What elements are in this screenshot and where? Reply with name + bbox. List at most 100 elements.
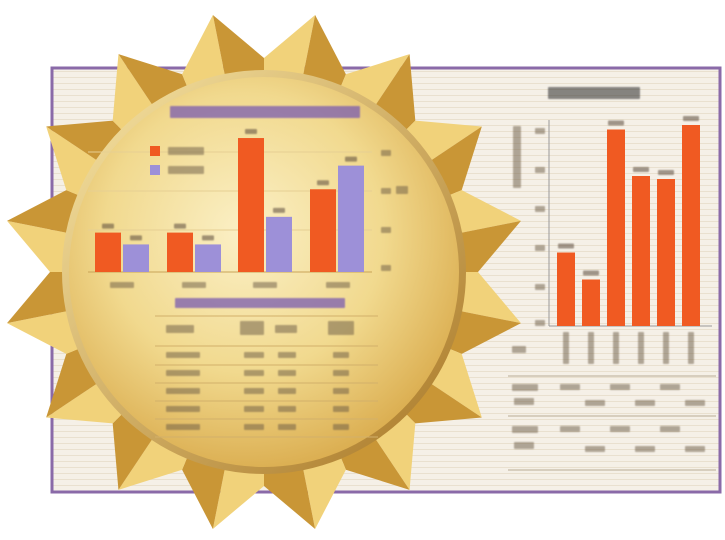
illegible-text (548, 87, 640, 99)
illegible-text (512, 346, 526, 353)
right-bar-2 (582, 279, 600, 326)
illegible-text (244, 352, 264, 358)
illegible-text (610, 384, 630, 390)
illegible-text (381, 265, 391, 271)
illegible-text (560, 384, 580, 390)
illegible-text (512, 384, 538, 391)
illegible-text (663, 332, 669, 364)
illegible-text (253, 282, 277, 288)
illegible-text (563, 332, 569, 364)
illegible-text (273, 207, 285, 213)
illegible-text (588, 332, 594, 364)
bar-orange-3 (238, 138, 264, 272)
illegible-text (275, 325, 297, 333)
illegible-text (396, 186, 408, 194)
illegible-text (535, 320, 545, 326)
illegible-text (328, 321, 354, 335)
illegible-text (685, 446, 705, 452)
legend-swatch-orange (150, 146, 160, 156)
left-chart (88, 138, 372, 273)
illegible-text (166, 424, 200, 430)
illegible-text (535, 128, 545, 134)
right-table-rules (508, 375, 716, 471)
illegible-text (333, 388, 349, 394)
illegible-text (660, 384, 680, 390)
illegible-text (638, 332, 644, 364)
illegible-text (683, 116, 699, 121)
right-bar-6 (682, 125, 700, 326)
illegible-text (583, 270, 599, 276)
illegible-text (535, 206, 545, 212)
illegible-text (535, 284, 545, 290)
illegible-text (174, 223, 186, 229)
illegible-text (166, 325, 194, 333)
bar-purple-4 (338, 165, 364, 272)
illegible-text (333, 424, 349, 430)
illegible-text (240, 321, 264, 335)
illegible-text (535, 245, 545, 251)
illegible-text (633, 167, 649, 172)
bar-orange-2 (167, 232, 193, 272)
illegible-text (560, 426, 580, 432)
illegible-text (244, 388, 264, 394)
illegible-text (278, 352, 296, 358)
illegible-text (608, 120, 624, 126)
bar-purple-3 (266, 216, 292, 272)
illegible-text (130, 235, 142, 241)
illegible-text (244, 406, 264, 412)
illegible-text (381, 227, 391, 233)
illegible-text (166, 406, 200, 412)
illegible-text (512, 426, 538, 433)
illegible-text (102, 223, 114, 229)
illegible-text (685, 400, 705, 406)
illegible-text (535, 167, 545, 173)
illegible-text (245, 129, 257, 135)
bar-orange-4 (310, 189, 336, 272)
illegible-text (166, 370, 200, 376)
illegible-text (166, 352, 200, 358)
illegible-text (182, 282, 206, 288)
illegible-text (658, 170, 674, 175)
illegible-text (333, 352, 349, 358)
illegible-text (333, 370, 349, 376)
illegible-text (244, 424, 264, 430)
illegible-text (660, 426, 680, 432)
illegible-text (278, 370, 296, 376)
illegible-text (635, 400, 655, 406)
illegible-text (345, 156, 357, 162)
bar-purple-2 (195, 244, 221, 272)
illegible-text (326, 282, 350, 288)
illegible-text (333, 406, 349, 412)
illegible-text (585, 400, 605, 406)
bar-orange-1 (95, 232, 121, 272)
illegible-text (166, 388, 200, 394)
bar-purple-1 (123, 244, 149, 272)
right-bar-1 (557, 252, 575, 326)
illegible-text (635, 446, 655, 452)
illegible-text (168, 147, 204, 155)
right-chart (548, 120, 712, 327)
illegible-text (110, 282, 134, 288)
illegible-text (381, 188, 391, 194)
illegible-text (585, 446, 605, 452)
illegible-text (170, 106, 360, 118)
illegible-text (381, 150, 391, 156)
illegible-text (175, 298, 345, 308)
illegible-text (610, 426, 630, 432)
right-bar-5 (657, 179, 675, 326)
disc-table-rules (155, 315, 378, 438)
right-chart-bars (557, 125, 700, 326)
illegible-text (202, 235, 214, 241)
illegible-text (613, 332, 619, 364)
left-chart-bars (95, 138, 364, 272)
illegible-text (514, 398, 534, 405)
illegible-text (514, 442, 534, 449)
illegible-text (278, 406, 296, 412)
illegible-text (244, 370, 264, 376)
illegible-text (278, 388, 296, 394)
illegible-text (558, 243, 574, 249)
illegible-text (688, 332, 694, 364)
illegible-text (317, 180, 329, 186)
illegible-text (513, 126, 521, 188)
